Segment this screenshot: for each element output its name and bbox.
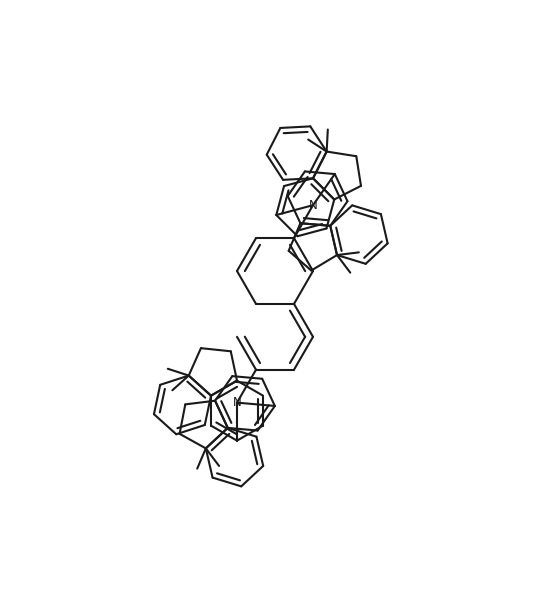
Text: N: N bbox=[233, 396, 241, 409]
Text: N: N bbox=[309, 199, 317, 211]
